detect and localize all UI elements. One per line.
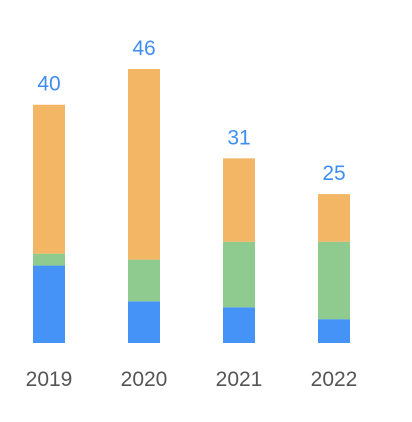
bar-segment	[33, 104, 65, 254]
x-tick-label: 2019	[26, 368, 73, 391]
bar-segment	[128, 301, 160, 343]
bar-segment	[318, 241, 350, 320]
bar-segment	[33, 265, 65, 343]
bar-segment	[223, 241, 255, 308]
bar-segment	[318, 194, 350, 242]
x-tick-label: 2021	[216, 368, 263, 391]
bar-segment	[223, 307, 255, 343]
bar-segment	[223, 158, 255, 242]
bar-segment	[33, 253, 65, 266]
x-tick-label: 2022	[311, 368, 358, 391]
total-label: 46	[132, 37, 155, 60]
bar-segment	[128, 69, 160, 260]
bar-segment	[318, 319, 350, 343]
bar-segment	[128, 259, 160, 302]
total-label: 25	[322, 162, 345, 185]
total-label: 31	[227, 126, 250, 149]
total-label: 40	[37, 73, 60, 96]
x-tick-label: 2020	[121, 368, 168, 391]
